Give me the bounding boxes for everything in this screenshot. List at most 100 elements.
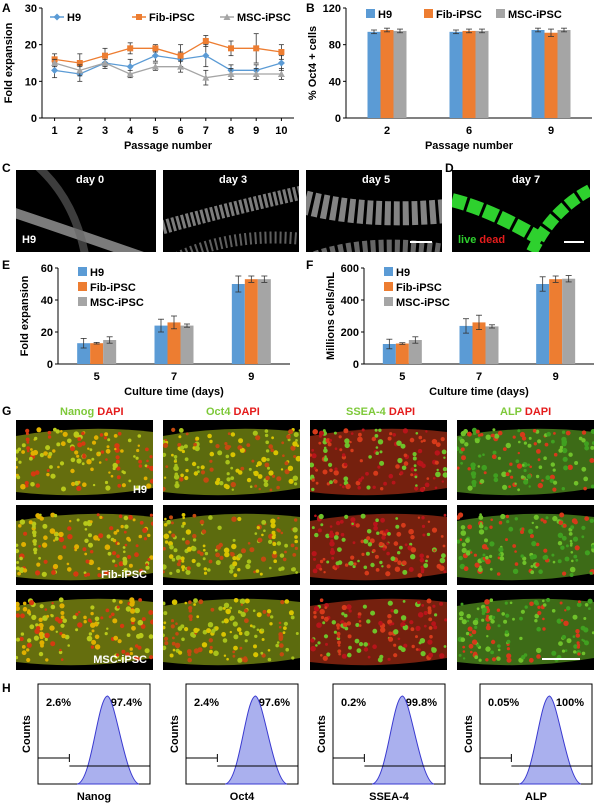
- nucleus-dot: [249, 624, 253, 628]
- nucleus-dot: [275, 643, 279, 648]
- nucleus-dot: [99, 433, 104, 437]
- nucleus-dot: [481, 464, 487, 471]
- nucleus-dot: [139, 520, 144, 525]
- micrograph-day-0: day 0 H9: [16, 170, 156, 252]
- nucleus-dot: [294, 539, 298, 544]
- nucleus-dot: [293, 455, 297, 458]
- nucleus-dot: [291, 656, 295, 660]
- nucleus-dot: [544, 442, 549, 447]
- nucleus-dot: [229, 630, 232, 634]
- nucleus-dot: [125, 606, 132, 612]
- nucleus-dot: [185, 540, 190, 545]
- nucleus-dot: [43, 559, 48, 564]
- nucleus-dot: [349, 440, 352, 444]
- nucleus-dot: [199, 551, 204, 556]
- nucleus-dot: [183, 444, 188, 449]
- nucleus-dot: [214, 626, 219, 630]
- nucleus-dot: [288, 478, 294, 484]
- nucleus-dot: [346, 604, 352, 610]
- nucleus-dot: [422, 533, 426, 537]
- nucleus-dot: [323, 634, 329, 639]
- stain-row-label-MSC-iPSC: MSC-iPSC: [93, 654, 147, 666]
- nucleus-dot: [367, 655, 371, 659]
- nucleus-dot: [135, 544, 139, 548]
- nucleus-dot: [510, 475, 514, 479]
- nucleus-dot: [39, 516, 44, 521]
- nucleus-dot: [481, 544, 488, 550]
- nucleus-dot: [341, 537, 346, 542]
- nucleus-dot: [91, 629, 95, 633]
- nucleus-dot: [21, 645, 26, 649]
- nucleus-dot: [292, 475, 298, 481]
- legend-swatch: [384, 282, 393, 291]
- nucleus-dot: [24, 480, 29, 486]
- nucleus-dot: [564, 556, 570, 562]
- legend-label: MSC-iPSC: [237, 12, 291, 24]
- nucleus-dot: [171, 533, 176, 538]
- nucleus-dot: [316, 622, 322, 628]
- nucleus-dot: [375, 568, 380, 572]
- nucleus-dot: [209, 645, 213, 650]
- nucleus-dot: [526, 474, 532, 479]
- nucleus-dot: [169, 653, 174, 658]
- nucleus-dot: [253, 570, 256, 574]
- nucleus-dot: [562, 456, 568, 462]
- nucleus-dot: [49, 625, 55, 631]
- panel-letter-d: D: [445, 161, 454, 175]
- nucleus-dot: [524, 605, 528, 609]
- nucleus-dot: [137, 444, 140, 447]
- y-tick-label: 10: [25, 76, 37, 88]
- nucleus-dot: [573, 650, 577, 654]
- nucleus-dot: [184, 627, 189, 632]
- data-point-MSC-iPSC: [227, 70, 235, 77]
- nucleus-dot: [475, 429, 480, 434]
- nucleus-dot: [272, 550, 277, 555]
- nucleus-dot: [143, 537, 147, 541]
- nucleus-dot: [460, 430, 466, 437]
- nucleus-dot: [517, 488, 520, 492]
- nucleus-dot: [272, 542, 277, 546]
- nucleus-dot: [467, 485, 473, 491]
- nucleus-dot: [282, 557, 287, 562]
- nucleus-dot: [210, 607, 215, 612]
- nucleus-dot: [520, 530, 524, 534]
- nucleus-dot: [423, 563, 429, 568]
- data-point-H9: [126, 63, 134, 71]
- nucleus-dot: [474, 438, 480, 444]
- nucleus-dot: [471, 474, 476, 479]
- nucleus-dot: [374, 554, 379, 559]
- nucleus-dot: [239, 445, 243, 449]
- nucleus-dot: [562, 571, 567, 576]
- legend-label: H9: [67, 12, 81, 24]
- nucleus-dot: [186, 649, 192, 654]
- nucleus-dot: [20, 483, 26, 490]
- nucleus-dot: [276, 476, 282, 482]
- nucleus-dot: [363, 538, 369, 544]
- nucleus-dot: [591, 544, 594, 549]
- panel-letter-f: F: [306, 258, 314, 272]
- nucleus-dot: [533, 514, 539, 520]
- nucleus-dot: [461, 455, 466, 461]
- nucleus-dot: [474, 655, 479, 660]
- nucleus-dot: [463, 566, 469, 572]
- nucleus-dot: [504, 630, 509, 634]
- nucleus-dot: [537, 610, 542, 616]
- nucleus-dot: [21, 443, 26, 448]
- nucleus-dot: [76, 458, 82, 464]
- y-axis-label: Fold expansion: [19, 275, 31, 356]
- nucleus-dot: [192, 533, 197, 539]
- nucleus-dot: [231, 543, 237, 550]
- nucleus-dot: [387, 532, 391, 536]
- nucleus-dot: [240, 603, 243, 606]
- bar-H9-5: [77, 343, 91, 364]
- nucleus-dot: [145, 565, 150, 570]
- bar-MSC-iPSC-6: [475, 30, 489, 119]
- nucleus-dot: [28, 613, 32, 616]
- micrograph-day-5-image: [306, 190, 442, 252]
- nucleus-dot: [379, 560, 383, 565]
- nucleus-dot: [230, 481, 236, 488]
- nucleus-dot: [170, 521, 174, 525]
- nucleus-dot: [232, 538, 236, 542]
- nucleus-dot: [104, 480, 109, 485]
- nucleus-dot: [471, 629, 477, 635]
